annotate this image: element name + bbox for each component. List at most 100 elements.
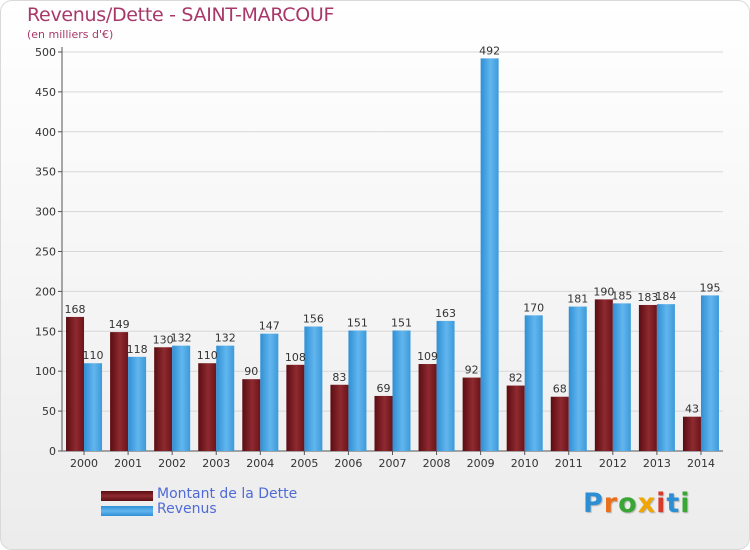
logo-letter: P [583,488,604,519]
x-tick-label: 2004 [246,457,274,470]
value-labels: 1681101491181301321101329014710815683151… [65,44,721,415]
bar-debt [66,316,85,451]
logo-letter: x [637,488,657,519]
value-label-revenue: 184 [655,290,676,303]
bar-revenue [436,320,455,451]
value-label-debt: 130 [153,333,174,346]
value-label-revenue: 156 [303,313,324,326]
x-tick-label: 2007 [379,457,407,470]
y-tick-label: 200 [35,285,56,298]
bar-debt [462,377,481,451]
x-tick-label: 2014 [687,457,715,470]
bar-revenue [700,295,719,451]
y-tick-label: 450 [35,86,56,99]
bar-debt [638,304,657,451]
value-label-debt: 183 [637,291,658,304]
bar-revenue [348,330,367,451]
bar-revenue [172,345,191,451]
logo-letter: i [680,488,691,519]
value-label-revenue: 185 [611,289,632,302]
logo-letter: r [603,488,619,519]
bar-revenue [216,345,235,451]
bar-debt [330,384,349,451]
y-tick-label: 350 [35,166,56,179]
x-tick-label: 2012 [599,457,627,470]
y-tick-label: 500 [35,46,56,59]
bar-revenue [656,304,675,451]
value-label-revenue: 163 [435,307,456,320]
x-tick-label: 2010 [511,457,539,470]
value-label-revenue: 151 [391,317,412,330]
x-tick-label: 2011 [555,457,583,470]
chart-subtitle: (en milliers d'€) [27,28,114,41]
bar-revenue [480,58,499,451]
bar-debt [506,385,525,451]
legend-swatch-revenue [101,506,153,516]
bar-debt [286,364,305,451]
bar-debt [374,395,393,451]
bar-revenue [84,363,103,451]
value-label-revenue: 132 [171,332,192,345]
logo-letter: i [656,488,667,519]
value-label-revenue: 110 [83,349,104,362]
value-label-debt: 43 [685,403,699,416]
value-label-debt: 168 [65,303,86,316]
bar-debt [154,347,173,451]
value-label-revenue: 151 [347,317,368,330]
value-label-debt: 110 [197,349,218,362]
x-tick-label: 2009 [467,457,495,470]
y-tick-label: 100 [35,365,56,378]
y-tick-label: 150 [35,325,56,338]
value-label-revenue: 195 [699,281,720,294]
value-label-revenue: 132 [215,332,236,345]
x-tick-label: 2000 [70,457,98,470]
value-label-debt: 92 [465,364,479,377]
value-label-revenue: 170 [523,301,544,314]
x-tick-label: 2002 [158,457,186,470]
bar-revenue [568,306,587,451]
value-label-debt: 108 [285,351,306,364]
value-label-revenue: 181 [567,293,588,306]
x-tick-label: 2013 [643,457,671,470]
bars [66,58,719,451]
y-tick-label: 50 [42,405,56,418]
x-tick-label: 2001 [114,457,142,470]
bar-debt [418,364,437,451]
bar-debt [550,396,569,451]
value-label-debt: 90 [244,365,258,378]
bar-debt [682,416,701,451]
bar-debt [110,332,129,451]
value-label-revenue: 118 [127,343,148,356]
value-label-debt: 190 [593,285,614,298]
x-tick-label: 2005 [290,457,318,470]
legend-label-debt: Montant de la Dette [157,486,298,502]
x-tick-label: 2008 [423,457,451,470]
legend-label-revenue: Revenus [157,501,217,517]
proxiti-logo: Proxiti [583,488,691,519]
y-tick-label: 0 [49,445,56,458]
bar-revenue [260,333,279,451]
logo-letter: t [666,488,681,519]
value-label-revenue: 492 [479,44,500,57]
bar-debt [594,299,613,451]
y-tick-label: 250 [35,246,56,259]
bar-debt [242,379,261,451]
value-label-debt: 69 [377,382,391,395]
y-tick-label: 400 [35,126,56,139]
value-label-debt: 83 [332,371,346,384]
chart-title: Revenus/Dette - SAINT-MARCOUF [27,4,335,26]
value-label-debt: 149 [109,318,130,331]
value-label-debt: 82 [509,372,523,385]
value-label-debt: 68 [553,383,567,396]
bar-revenue [128,356,147,451]
y-tick-label: 300 [35,206,56,219]
x-tick-label: 2006 [334,457,362,470]
bar-revenue [612,303,631,451]
bar-revenue [392,330,411,451]
bar-revenue [304,326,323,451]
bar-revenue [524,315,543,451]
axes: 0 50 100 150 200 250 300 350 400 450 500 2000 2001 20… [35,46,723,470]
logo-letter: o [618,488,638,519]
